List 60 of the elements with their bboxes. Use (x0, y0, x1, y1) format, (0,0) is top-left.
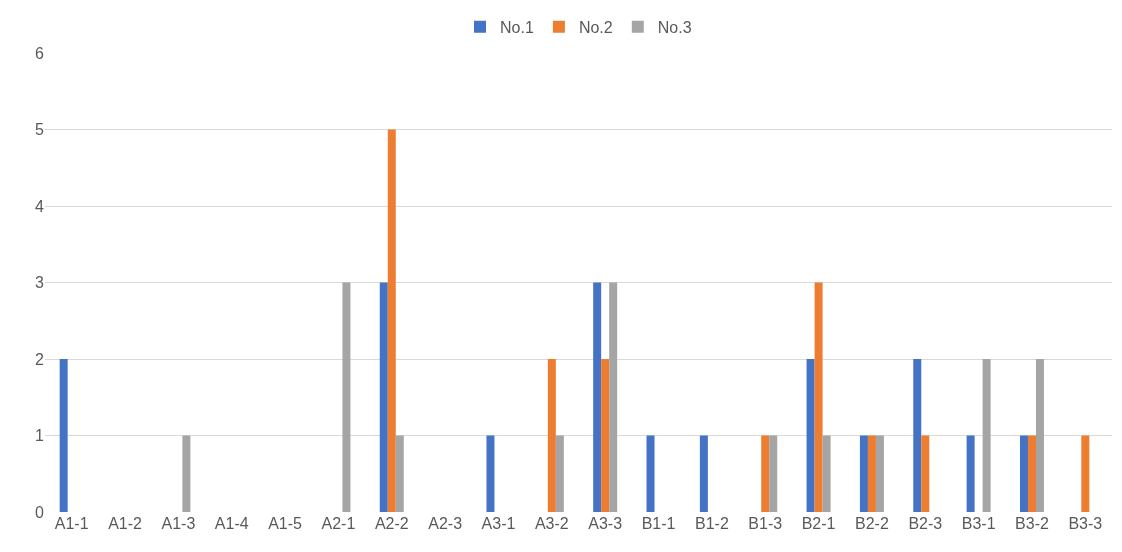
bar (814, 282, 823, 512)
x-tick-label: A2-1 (321, 515, 356, 532)
x-tick-label: A3-1 (481, 515, 516, 532)
bar (387, 129, 396, 512)
y-tick-label: 3 (35, 274, 45, 292)
bar (1035, 359, 1044, 512)
bar (486, 435, 495, 512)
x-tick-label: B2-2 (855, 515, 889, 532)
x-tick-label: B3-3 (1068, 515, 1103, 532)
legend-label: No.2 (578, 18, 613, 36)
bar (1081, 435, 1090, 512)
x-tick-label: A1-2 (108, 515, 143, 532)
bar (822, 435, 831, 512)
bar (966, 435, 975, 512)
x-tick-label: B1-2 (694, 515, 729, 532)
bar (806, 359, 815, 512)
bar (601, 359, 610, 512)
y-tick-label: 0 (35, 503, 45, 521)
bar (182, 435, 191, 512)
bar (913, 359, 922, 512)
y-tick-label: 5 (35, 121, 45, 139)
x-tick-label: A2-2 (374, 515, 409, 532)
x-tick-label: A1-5 (268, 515, 303, 532)
bar (921, 435, 930, 512)
x-tick-label: A1-1 (54, 515, 89, 532)
x-tick-label: B2-1 (801, 515, 836, 532)
bar (867, 435, 876, 512)
bar (59, 359, 68, 512)
legend-label: No.1 (500, 18, 534, 36)
bar (761, 435, 770, 512)
bar (555, 435, 564, 512)
y-tick-label: 1 (35, 427, 45, 445)
legend-label: No.3 (657, 18, 692, 36)
bar (982, 359, 991, 512)
bar (769, 435, 778, 512)
x-tick-label: A1-3 (161, 515, 196, 532)
bar (1027, 435, 1036, 512)
bar (342, 282, 351, 512)
x-tick-label: B1-1 (641, 515, 676, 532)
bar (379, 282, 388, 512)
bar (859, 435, 868, 512)
y-tick-label: 4 (35, 197, 45, 215)
bar (593, 282, 602, 512)
x-tick-label: A3-3 (588, 515, 623, 532)
bar (395, 435, 404, 512)
x-tick-label: A3-2 (534, 515, 569, 532)
x-tick-label: A1-4 (214, 515, 249, 532)
y-tick-label: 2 (35, 350, 45, 368)
x-tick-label: B2-3 (908, 515, 943, 532)
x-tick-label: B3-1 (961, 515, 996, 532)
y-tick-label: 6 (35, 44, 45, 62)
bar (1019, 435, 1028, 512)
bar (646, 435, 655, 512)
x-tick-label: B1-3 (748, 515, 783, 532)
x-tick-label: B3-2 (1015, 515, 1049, 532)
bar (609, 282, 618, 512)
bar (875, 435, 884, 512)
bar (547, 359, 556, 512)
x-tick-label: A2-3 (428, 515, 463, 532)
bar (699, 435, 708, 512)
